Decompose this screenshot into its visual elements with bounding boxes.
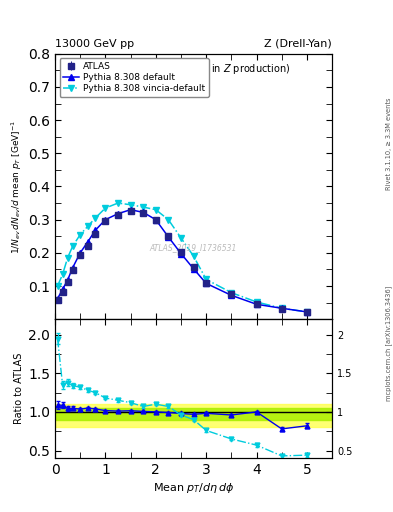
Pythia 8.308 default xyxy=(178,250,183,257)
Pythia 8.308 default xyxy=(191,266,196,272)
Pythia 8.308 default xyxy=(78,250,83,256)
Pythia 8.308 default xyxy=(55,295,60,302)
Pythia 8.308 vincia-default xyxy=(153,207,158,213)
Pythia 8.308 default xyxy=(116,210,120,217)
Pythia 8.308 vincia-default xyxy=(70,243,75,249)
Text: 13000 GeV pp: 13000 GeV pp xyxy=(55,38,134,49)
Pythia 8.308 default xyxy=(166,234,171,240)
Text: Scalar $\Sigma(p_T)$ (ATLAS UE in $Z$ production): Scalar $\Sigma(p_T)$ (ATLAS UE in $Z$ pr… xyxy=(96,62,291,76)
Pythia 8.308 vincia-default xyxy=(204,276,209,283)
Pythia 8.308 default xyxy=(305,309,309,315)
Line: Pythia 8.308 default: Pythia 8.308 default xyxy=(55,207,310,315)
Bar xyxy=(55,404,332,428)
Text: ATLAS_2019_I1736531: ATLAS_2019_I1736531 xyxy=(150,243,237,252)
Pythia 8.308 default xyxy=(229,292,234,298)
Pythia 8.308 vincia-default xyxy=(229,290,234,296)
Pythia 8.308 vincia-default xyxy=(55,283,60,289)
Pythia 8.308 vincia-default xyxy=(128,202,133,208)
Pythia 8.308 vincia-default xyxy=(178,235,183,241)
Pythia 8.308 vincia-default xyxy=(191,253,196,259)
Pythia 8.308 vincia-default xyxy=(305,309,309,315)
X-axis label: Mean $p_T/d\eta\,d\phi$: Mean $p_T/d\eta\,d\phi$ xyxy=(153,481,234,495)
Y-axis label: Ratio to ATLAS: Ratio to ATLAS xyxy=(14,353,24,424)
Pythia 8.308 default xyxy=(204,280,209,286)
Pythia 8.308 default xyxy=(254,301,259,307)
Pythia 8.308 vincia-default xyxy=(103,205,108,211)
Pythia 8.308 default xyxy=(60,286,65,292)
Pythia 8.308 vincia-default xyxy=(279,305,284,311)
Pythia 8.308 default xyxy=(128,207,133,213)
Pythia 8.308 vincia-default xyxy=(60,271,65,278)
Pythia 8.308 vincia-default xyxy=(78,231,83,238)
Text: Rivet 3.1.10, ≥ 3.3M events: Rivet 3.1.10, ≥ 3.3M events xyxy=(386,97,392,189)
Pythia 8.308 default xyxy=(65,277,70,283)
Pythia 8.308 vincia-default xyxy=(141,204,145,210)
Pythia 8.308 vincia-default xyxy=(166,217,171,223)
Pythia 8.308 default xyxy=(85,239,90,245)
Pythia 8.308 vincia-default xyxy=(85,223,90,229)
Y-axis label: $1/N_{ev}\,dN_{ev}/d$ mean $p_T$ [GeV]$^{-1}$: $1/N_{ev}\,dN_{ev}/d$ mean $p_T$ [GeV]$^… xyxy=(9,119,24,253)
Pythia 8.308 vincia-default xyxy=(93,215,98,221)
Pythia 8.308 default xyxy=(279,305,284,311)
Line: Pythia 8.308 vincia-default: Pythia 8.308 vincia-default xyxy=(55,200,310,315)
Pythia 8.308 default xyxy=(153,217,158,223)
Pythia 8.308 default xyxy=(103,217,108,223)
Bar xyxy=(55,408,332,420)
Pythia 8.308 default xyxy=(141,209,145,216)
Text: mcplots.cern.ch [arXiv:1306.3436]: mcplots.cern.ch [arXiv:1306.3436] xyxy=(386,285,392,401)
Pythia 8.308 vincia-default xyxy=(65,255,70,261)
Pythia 8.308 vincia-default xyxy=(116,200,120,206)
Legend: ATLAS, Pythia 8.308 default, Pythia 8.308 vincia-default: ATLAS, Pythia 8.308 default, Pythia 8.30… xyxy=(59,58,209,97)
Pythia 8.308 default xyxy=(70,265,75,271)
Text: Z (Drell-Yan): Z (Drell-Yan) xyxy=(264,38,332,49)
Pythia 8.308 default xyxy=(93,227,98,233)
Pythia 8.308 vincia-default xyxy=(254,299,259,305)
